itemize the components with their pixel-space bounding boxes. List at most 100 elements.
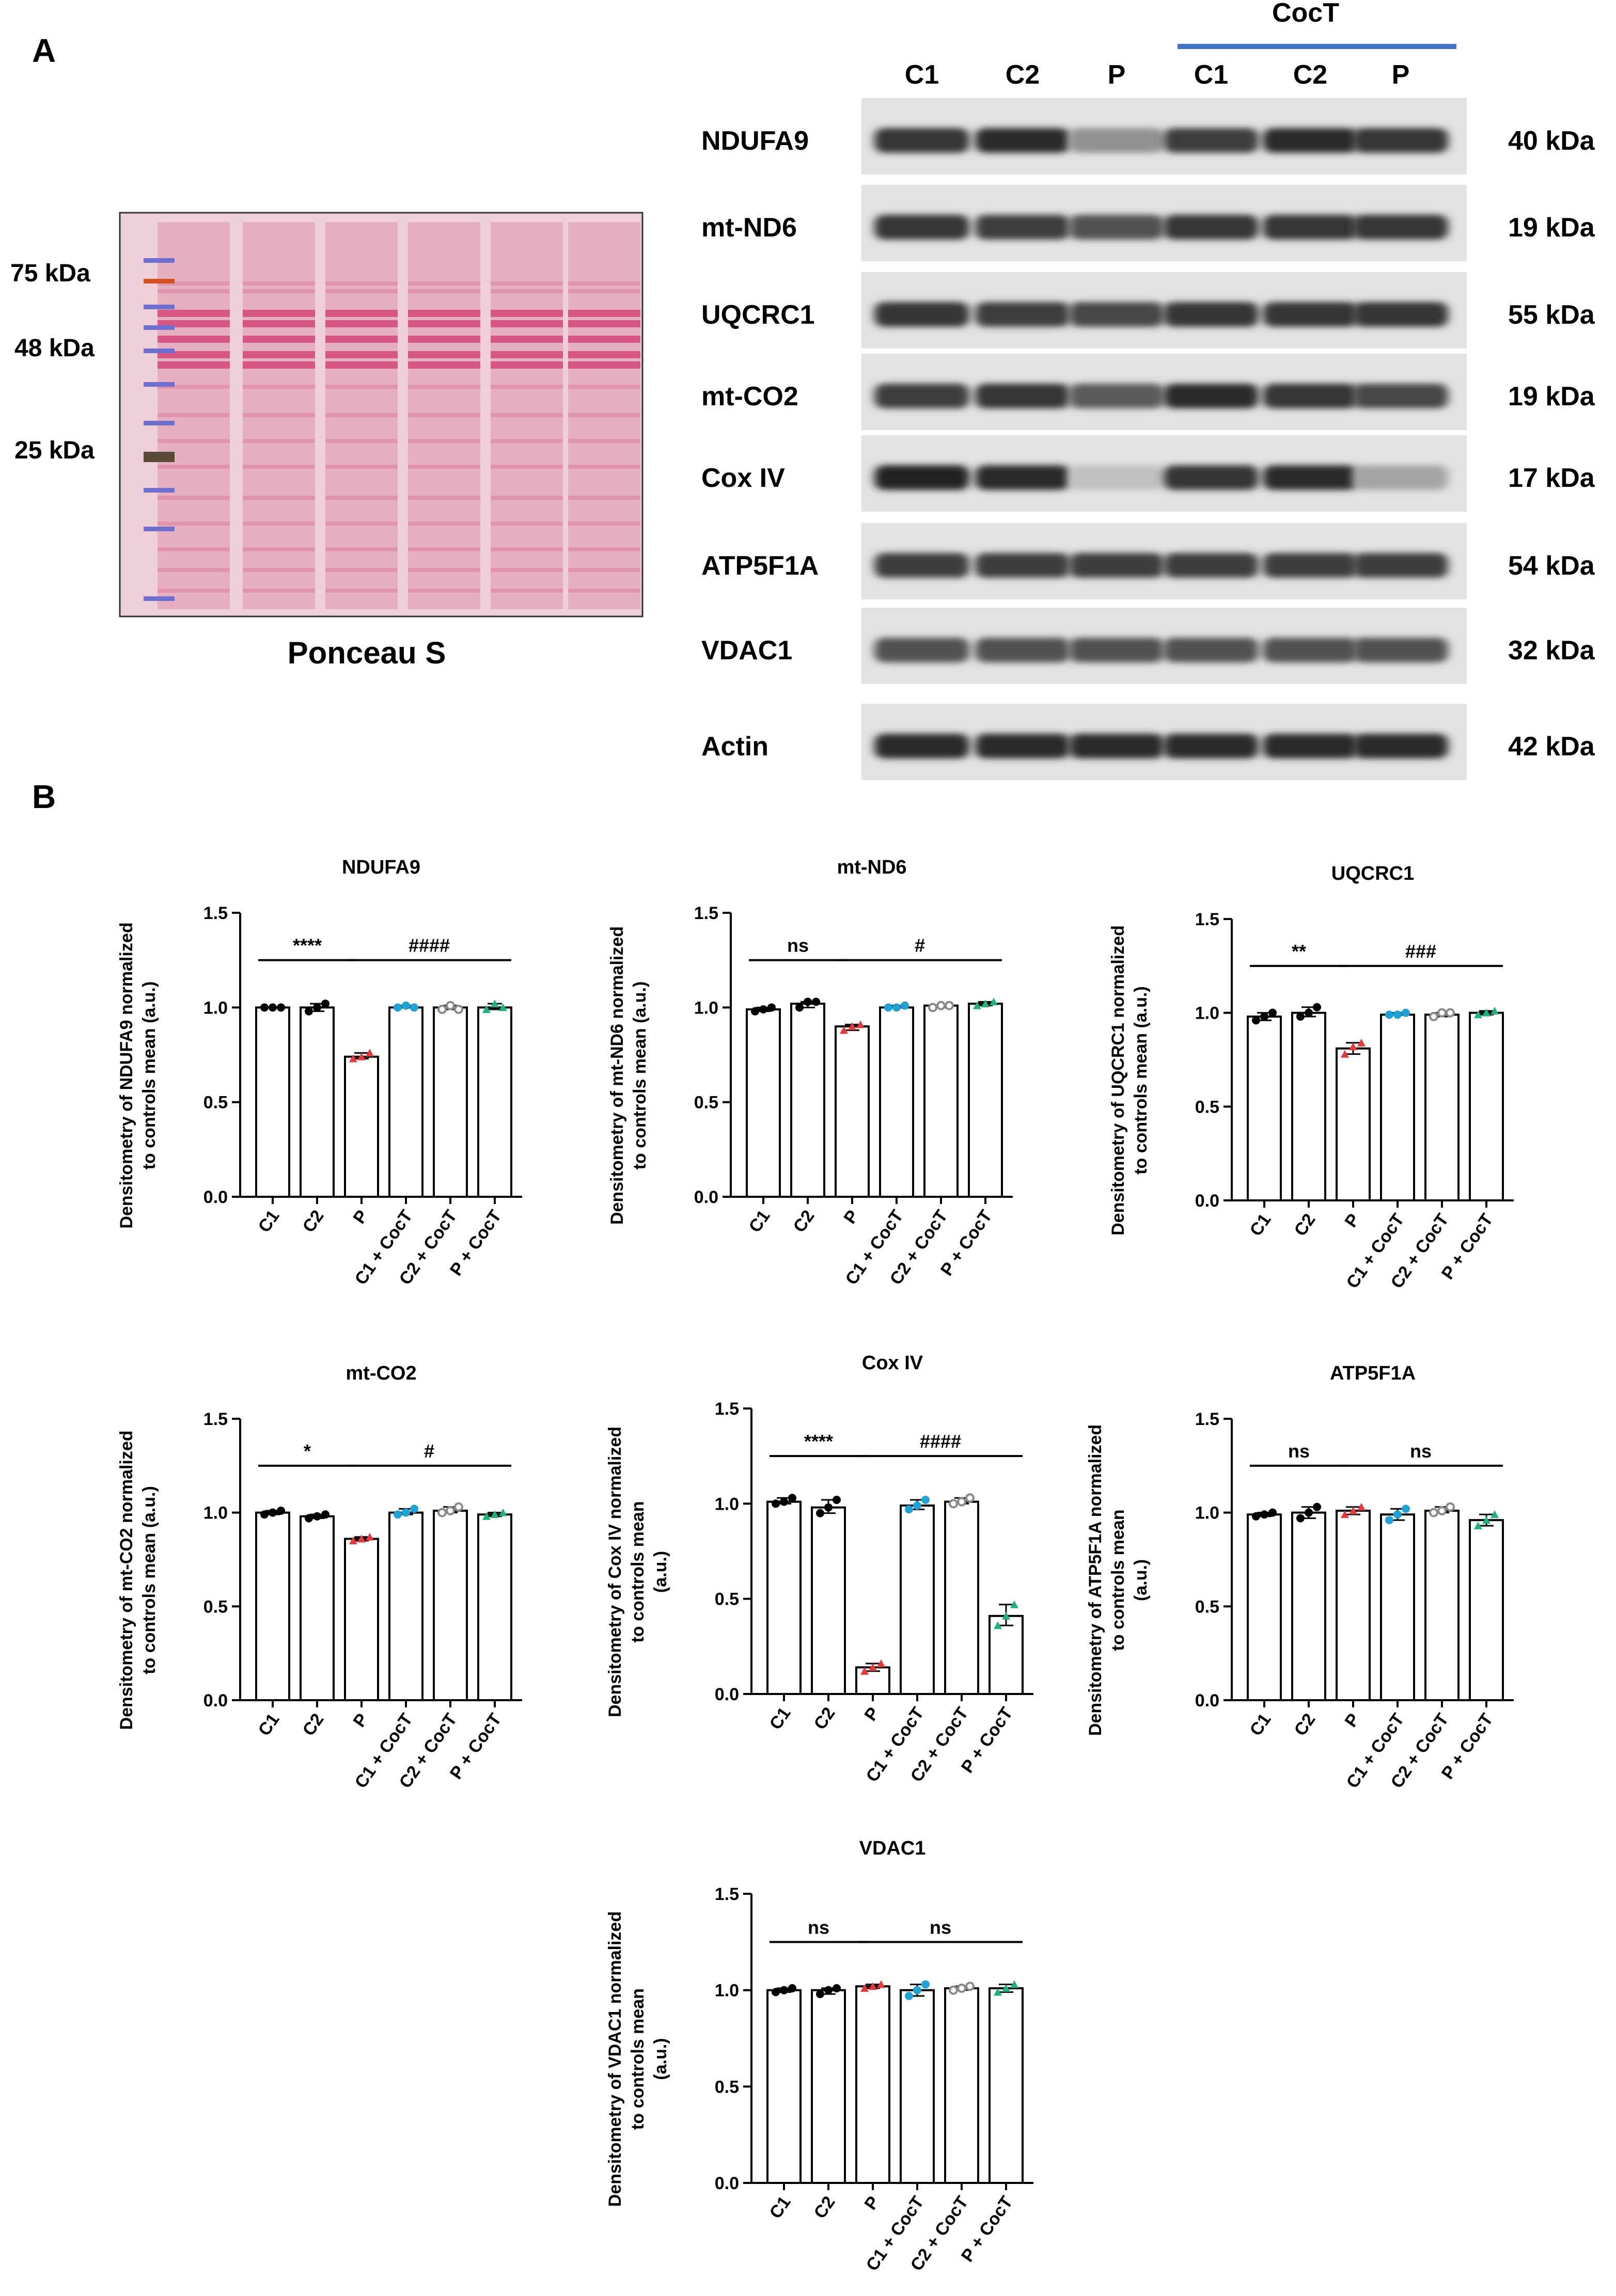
ponceau-band <box>408 547 480 551</box>
ponceau-ladder <box>144 258 175 601</box>
blot-size-label: 54 kDa <box>1508 551 1595 581</box>
y-tick-label: 0.0 <box>715 1685 739 1704</box>
ponceau-band <box>408 439 480 443</box>
x-tick-label: C1 <box>1246 1210 1275 1240</box>
ponceau-band <box>568 310 640 317</box>
data-point <box>1429 1011 1438 1021</box>
data-point <box>1260 1012 1268 1021</box>
ponceau-band <box>568 521 640 526</box>
ponceau-band <box>568 496 640 500</box>
data-point <box>1357 1038 1366 1047</box>
blot-band <box>1263 553 1358 578</box>
data-point <box>994 1988 1002 1996</box>
significance-label: ns <box>930 1917 951 1938</box>
blot-band <box>1069 553 1164 578</box>
blot-band <box>975 128 1070 153</box>
y-tick-label: 1.0 <box>715 1494 739 1514</box>
ponceau-band <box>491 320 563 327</box>
blot-size-label: 19 kDa <box>1508 213 1595 243</box>
blot-band <box>1164 302 1259 327</box>
data-point <box>921 1495 930 1504</box>
chart-0: NDUFA9 0.0 0.5 1.0 1.5 Densitometry of NDUFA9… <box>117 857 522 1289</box>
blot-band <box>1263 465 1358 490</box>
data-point <box>788 1984 796 1992</box>
ponceau-band <box>158 413 230 417</box>
blot-size-label: 55 kDa <box>1508 300 1595 330</box>
ponceau-band <box>325 465 398 469</box>
ponceau-band <box>158 289 230 293</box>
blot-band <box>975 215 1070 240</box>
blot-band <box>874 734 969 758</box>
ponceau-band <box>243 320 315 327</box>
data-point <box>1002 1611 1010 1620</box>
ponceau-band <box>568 439 640 443</box>
ponceau-band <box>158 336 230 343</box>
data-point <box>499 1508 507 1516</box>
data-point <box>1252 1512 1260 1521</box>
ponceau-band <box>325 568 398 572</box>
ponceau-band <box>491 310 563 317</box>
x-tick-label: P <box>1341 1710 1363 1731</box>
data-point <box>824 1986 833 1994</box>
y-tick-label: 0.0 <box>1195 1691 1219 1711</box>
data-point <box>816 1990 824 1999</box>
ladder-band <box>144 279 175 283</box>
data-point <box>482 1512 491 1520</box>
blot-band <box>1164 384 1259 408</box>
data-point <box>277 1003 285 1012</box>
bar <box>1247 1513 1282 1702</box>
data-point <box>957 1497 966 1507</box>
ponceau-band <box>158 320 230 327</box>
data-point <box>965 1493 975 1503</box>
ponceau-band <box>158 568 230 572</box>
data-point <box>1341 1510 1349 1518</box>
data-point <box>990 997 998 1006</box>
data-point <box>1313 1502 1321 1511</box>
data-point <box>305 1514 313 1523</box>
blot-band <box>1353 215 1448 240</box>
chart-title: NDUFA9 <box>342 857 420 878</box>
blot-lane-label: C2 <box>1006 60 1040 90</box>
x-tick-label: C1 <box>745 1207 774 1236</box>
data-point <box>780 1986 788 1994</box>
data-point <box>1474 1522 1482 1530</box>
ponceau-band <box>243 413 315 417</box>
data-point <box>313 1003 321 1012</box>
bar <box>477 1513 512 1702</box>
blot-band <box>1164 553 1259 578</box>
data-point <box>804 997 812 1006</box>
x-tick-label: P <box>349 1710 372 1731</box>
data-point <box>410 1505 418 1513</box>
chart-6: VDAC1 0.0 0.5 1.0 1.5 Densitometry of VDAC1 n… <box>605 1838 1033 2275</box>
data-point <box>759 1005 767 1014</box>
data-point <box>833 1495 841 1504</box>
significance-label: # <box>424 1440 434 1462</box>
blot-band <box>1164 128 1259 153</box>
ponceau-band <box>408 568 480 572</box>
significance-label: ns <box>808 1917 829 1938</box>
bar <box>255 1006 290 1198</box>
ladder-band <box>144 421 175 425</box>
bar <box>811 1989 846 2184</box>
data-point <box>499 1003 507 1011</box>
blot-band <box>874 638 969 662</box>
blot-lane-label: C2 <box>1293 60 1327 90</box>
ponceau-band <box>491 351 563 358</box>
bar <box>388 1511 423 1702</box>
data-point <box>1305 1508 1313 1517</box>
ladder-band <box>144 258 175 263</box>
data-point <box>269 1508 277 1517</box>
data-point <box>454 1502 463 1512</box>
data-point <box>816 1509 824 1517</box>
ponceau-band <box>491 413 563 417</box>
data-point <box>884 1003 892 1012</box>
data-point <box>1446 1502 1455 1512</box>
bar <box>1336 1510 1371 1702</box>
data-point <box>1446 1008 1455 1018</box>
ponceau-band <box>243 336 315 343</box>
blot-band <box>1263 384 1358 408</box>
y-tick-label: 1.0 <box>694 998 718 1018</box>
ponceau-band <box>491 496 563 500</box>
y-tick-label: 0.5 <box>715 1590 739 1609</box>
data-point <box>366 1049 374 1057</box>
